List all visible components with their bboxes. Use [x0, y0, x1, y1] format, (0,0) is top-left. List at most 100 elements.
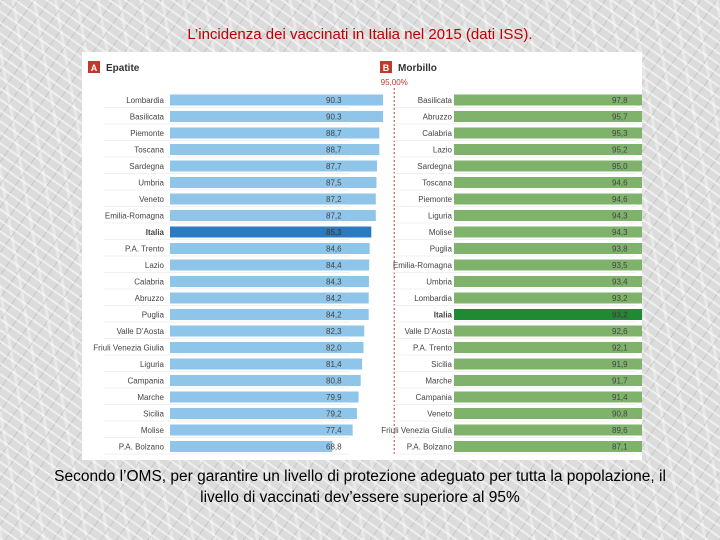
value-label: 84,2 — [326, 311, 342, 320]
value-label: 95,7 — [612, 113, 628, 122]
bar-epatite — [170, 375, 361, 386]
value-label: 94,3 — [612, 212, 628, 221]
bar-morbillo — [454, 160, 642, 172]
category-label: P.A. Bolzano — [119, 443, 165, 452]
category-label: Molise — [141, 426, 165, 435]
threshold-label-epatite: 95,00% — [381, 78, 408, 87]
panel-a-badge — [88, 61, 100, 73]
bar-morbillo — [454, 111, 642, 122]
category-label: Friuli Venezia Giulia — [93, 344, 164, 353]
bar-morbillo — [454, 292, 642, 304]
value-label: 90.3 — [326, 113, 342, 122]
category-label: Lazio — [433, 146, 453, 155]
value-label: 87,2 — [326, 212, 342, 221]
bar-morbillo — [454, 325, 642, 337]
value-label: 84,2 — [326, 294, 342, 303]
bar-morbillo — [454, 276, 642, 287]
value-label: 92,6 — [612, 327, 628, 336]
value-label: 93,2 — [612, 294, 628, 303]
value-label: 87,1 — [612, 443, 628, 452]
value-label: 84,4 — [326, 261, 342, 270]
bar-epatite — [170, 325, 365, 337]
category-label: Veneto — [139, 195, 164, 204]
category-label: P.A. Bolzano — [407, 443, 453, 452]
category-label: Basilicata — [418, 96, 453, 105]
category-label: Lombardia — [126, 96, 164, 105]
value-label: 93,4 — [612, 278, 628, 287]
bar-epatite — [170, 111, 384, 122]
category-label: Campania — [128, 377, 165, 386]
value-label: 95,3 — [612, 129, 628, 138]
category-label: Valle D’Aosta — [117, 327, 165, 336]
bar-epatite — [170, 144, 380, 155]
bar-morbillo — [454, 177, 642, 188]
slide-title: L’incidenza dei vaccinati in Italia nel … — [187, 26, 533, 43]
value-label: 77,4 — [326, 426, 342, 435]
bar-morbillo — [454, 193, 642, 205]
category-label: Sicilia — [143, 410, 164, 419]
category-label: P.A. Trento — [413, 344, 453, 353]
panel-badge-letter: A — [91, 63, 98, 73]
category-label: Toscana — [134, 146, 164, 155]
bar-morbillo — [454, 342, 642, 353]
value-label: 88,7 — [326, 146, 342, 155]
bar-morbillo — [454, 441, 642, 452]
value-label: 97,8 — [612, 96, 628, 105]
category-label: Calabria — [422, 129, 452, 138]
bar-epatite — [170, 292, 369, 304]
value-label: 84,3 — [326, 278, 342, 287]
category-label: Liguria — [140, 360, 165, 369]
value-label: 93,8 — [612, 245, 628, 254]
bar-epatite — [170, 177, 377, 188]
bar-morbillo — [454, 408, 642, 419]
value-label: 88,7 — [326, 129, 342, 138]
value-label: 91,9 — [612, 360, 628, 369]
vaccination-charts: A Epatite 95,00% Lombardia 90.3 Basilicata 90.… — [88, 61, 642, 455]
value-label: 82,3 — [326, 327, 342, 336]
category-label: Liguria — [428, 212, 453, 221]
value-label: 93,2 — [612, 311, 628, 320]
bar-epatite — [170, 391, 359, 403]
bar-morbillo — [454, 144, 642, 155]
category-label: Abruzzo — [135, 294, 165, 303]
category-label: Italia — [434, 311, 453, 320]
value-label: 79,2 — [326, 410, 342, 419]
value-label: 91,4 — [612, 393, 628, 402]
bar-morbillo — [454, 94, 642, 106]
category-label: Lombardia — [414, 294, 452, 303]
value-label: 87,7 — [326, 162, 342, 171]
value-label: 82,0 — [326, 344, 342, 353]
panel-title-morbillo: Morbillo — [398, 63, 437, 74]
value-label: 84,6 — [326, 245, 342, 254]
bar-epatite — [170, 210, 376, 221]
bar-epatite — [170, 94, 384, 106]
bar-epatite — [170, 408, 357, 419]
value-label: 89,6 — [612, 426, 628, 435]
category-label: Piemonte — [130, 129, 164, 138]
bar-epatite — [170, 358, 363, 370]
value-label: 94,6 — [612, 195, 628, 204]
category-label: Abruzzo — [423, 113, 453, 122]
category-label: Puglia — [142, 311, 165, 320]
bar-epatite — [170, 342, 364, 353]
value-label: 87,2 — [326, 195, 342, 204]
value-label: 79,9 — [326, 393, 342, 402]
category-label: Umbria — [138, 179, 164, 188]
category-label: Sardegna — [129, 162, 164, 171]
bar-morbillo — [454, 424, 642, 436]
bar-morbillo — [454, 259, 642, 271]
bar-morbillo — [454, 391, 642, 403]
bar-morbillo — [454, 358, 642, 370]
value-label: 87,5 — [326, 179, 342, 188]
category-label: Veneto — [427, 410, 452, 419]
value-label: 92,1 — [612, 344, 628, 353]
value-label: 91,7 — [612, 377, 628, 386]
bar-morbillo — [454, 243, 642, 254]
category-label: P.A. Trento — [125, 245, 165, 254]
bar-morbillo — [454, 210, 642, 221]
bar-epatite — [170, 276, 369, 287]
bar-epatite — [170, 160, 377, 172]
bar-morbillo — [454, 309, 642, 320]
bar-morbillo — [454, 375, 642, 386]
category-label: Emilia-Romagna — [105, 212, 165, 221]
